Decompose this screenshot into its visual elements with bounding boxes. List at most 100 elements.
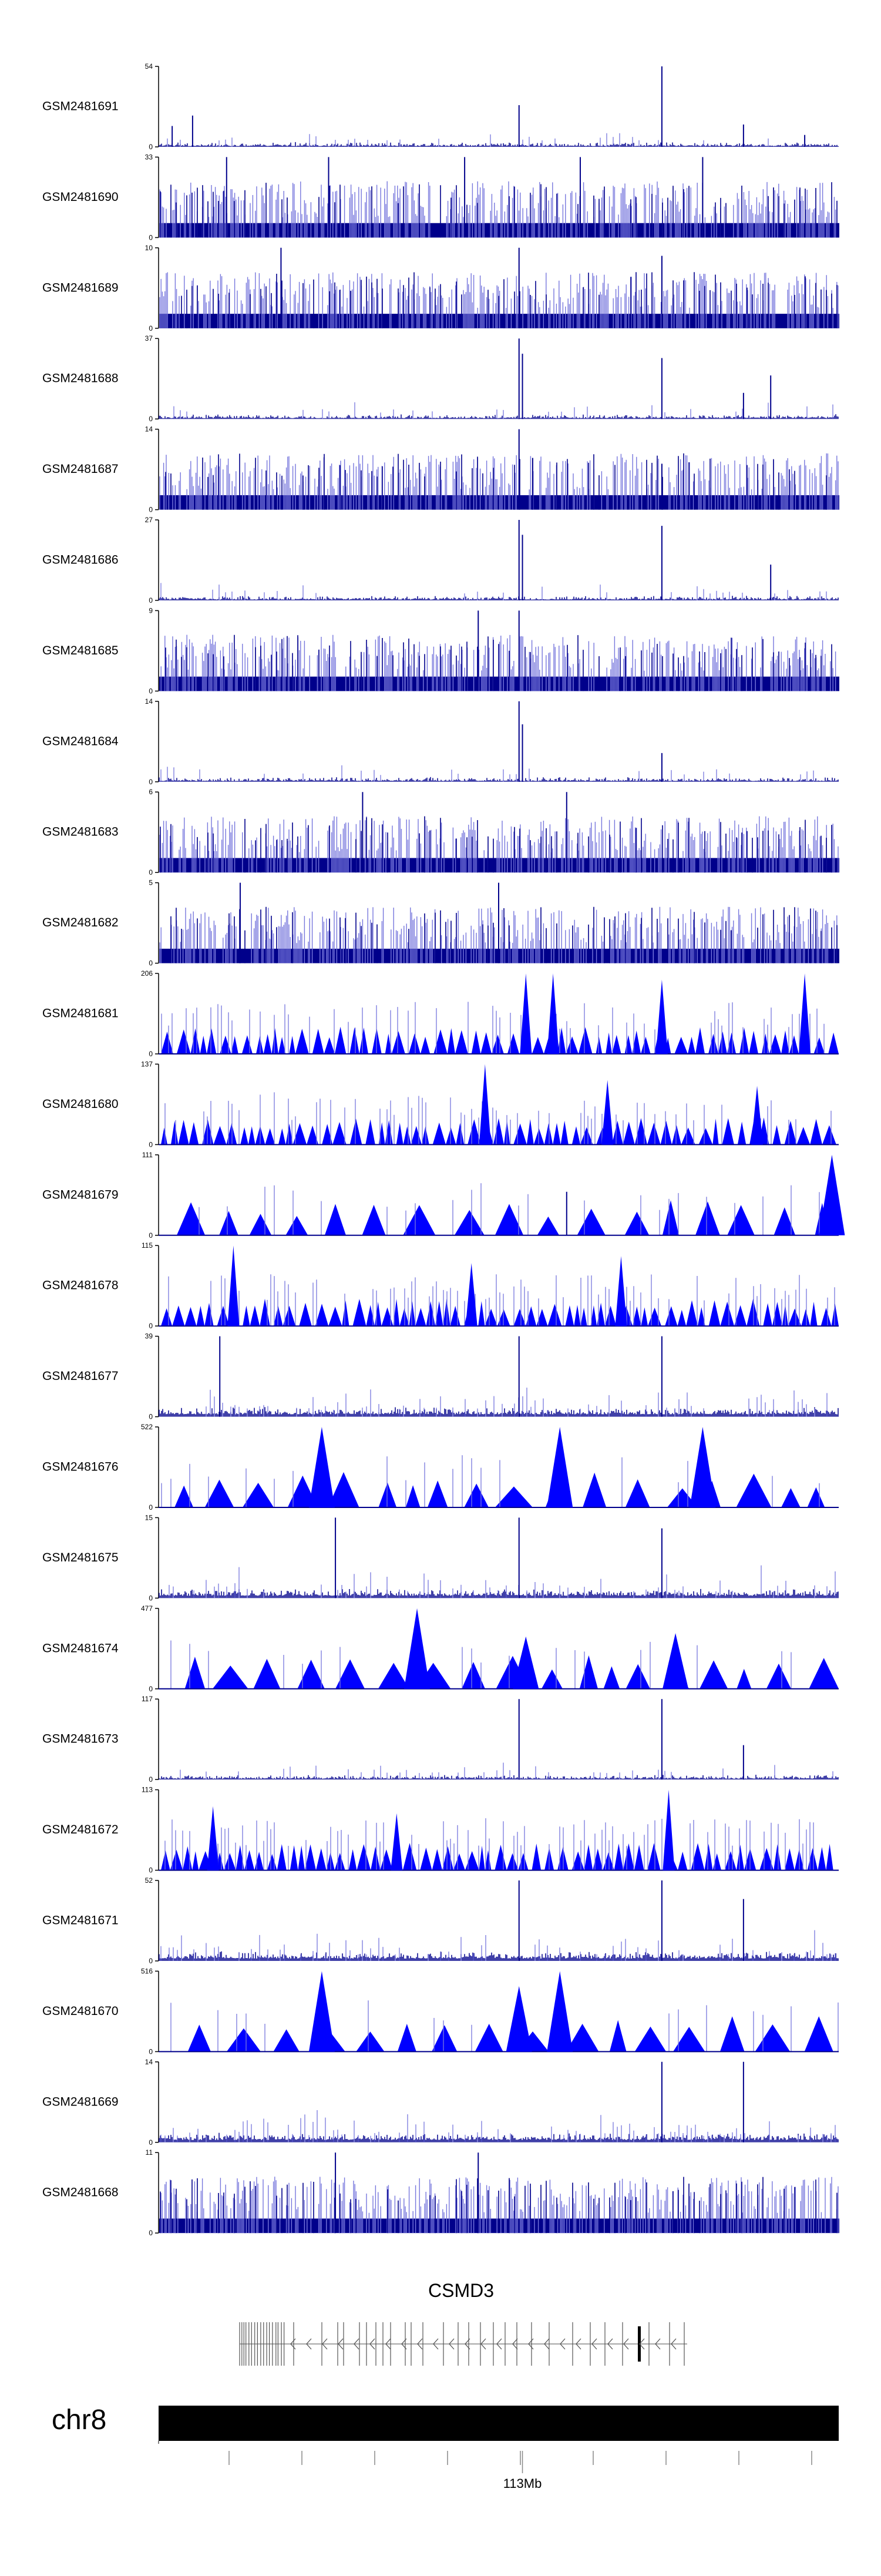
y-min-label: 0 [149,1231,153,1240]
signal-minor-peaks [180,1762,833,1780]
signal-peak [520,973,532,1054]
signal [159,1427,839,1508]
track-GSM2481691: GSM2481691 54 0 [42,62,839,151]
signal-noise [159,2132,839,2142]
y-min-label: 0 [149,1685,153,1693]
signal [159,157,839,238]
signal-bars [159,453,839,510]
track-GSM2481689: GSM2481689 10 0 [42,244,839,333]
signal-bars-dark [170,906,838,963]
track-GSM2481679: GSM2481679 111 0 [42,1151,845,1240]
y-min-label: 0 [149,324,153,333]
y-max-label: 14 [145,2058,153,2066]
signal [159,1699,839,1780]
signal-triangles [161,1026,839,1054]
signal-peak [506,1986,532,2052]
y-min-label: 0 [149,1775,153,1784]
y-max-label: 54 [145,62,153,70]
signal [159,2061,839,2142]
signal-minor-peaks [160,583,827,600]
y-min-label: 0 [149,1050,153,1058]
y-min-label: 0 [149,1322,153,1330]
y-min-label: 0 [149,1594,153,1602]
track-label: GSM2481676 [42,1460,119,1474]
y-max-label: 115 [142,1241,153,1250]
signal-noise [159,1951,839,1961]
chromosome-axis: chr8 113Mb [52,2404,839,2491]
signal-peak [513,1636,539,1689]
gene-exons [239,2322,685,2366]
signal [159,882,839,963]
track-GSM2481678: GSM2481678 115 0 [42,1241,839,1330]
y-max-label: 516 [141,1967,153,1975]
y-max-label: 14 [145,425,153,434]
track-GSM2481668: GSM2481668 11 0 [42,2148,839,2237]
track-GSM2481680: GSM2481680 137 0 [42,1060,839,1148]
signal-bars [199,1183,820,1235]
chromosome-label: chr8 [52,2404,106,2436]
signal-peak [655,979,668,1054]
signal-minor-peaks [160,1930,836,1961]
signal [159,2152,839,2234]
signal-triangles [176,1200,829,1235]
signal-peak [663,1789,675,1870]
signal-bars-dark [165,634,832,691]
signal [159,1789,839,1871]
track-label: GSM2481683 [42,825,119,839]
track-GSM2481685: GSM2481685 9 0 [42,606,839,695]
track-GSM2481681: GSM2481681 206 0 [42,969,839,1058]
signal-peak [308,1427,335,1507]
y-max-label: 14 [145,697,153,706]
signal [159,610,839,691]
track-GSM2481675: GSM2481675 15 0 [42,1513,839,1602]
signal-peak [601,1080,614,1145]
gene-strand-arrows [290,2338,677,2350]
signal-noise [159,142,839,147]
signal-triangles [161,1843,833,1870]
signal-bars-dark [160,2177,838,2234]
signal-peak [207,1806,219,1870]
signal-peak [404,1608,431,1689]
signal-peak [391,1813,403,1870]
track-GSM2481670: GSM2481670 516 0 [42,1967,839,2056]
y-max-label: 52 [145,1876,153,1885]
track-label: GSM2481678 [42,1279,119,1292]
signal-minor-peaks [167,133,769,147]
y-max-label: 11 [146,2148,153,2157]
signal [159,429,839,510]
track-GSM2481674: GSM2481674 477 0 [42,1604,839,1693]
track-GSM2481686: GSM2481686 27 0 [42,516,839,604]
track-GSM2481676: GSM2481676 522 0 [42,1423,839,1512]
track-label: GSM2481675 [42,1551,119,1564]
y-max-label: 137 [141,1060,153,1068]
track-label: GSM2481673 [42,1732,119,1746]
y-min-label: 0 [149,1503,153,1512]
track-GSM2481673: GSM2481673 117 0 [42,1695,839,1784]
track-GSM2481688: GSM2481688 37 0 [42,334,839,423]
track-GSM2481684: GSM2481684 14 0 [42,697,839,786]
signal-bars [164,1092,832,1145]
signal [159,1245,839,1327]
signal [159,701,839,782]
signal [159,1971,839,2053]
track-label: GSM2481668 [42,2186,119,2199]
signal [159,792,839,873]
track-label: GSM2481685 [42,644,119,657]
track-label: GSM2481686 [42,553,119,567]
signal-triangles [161,1117,836,1145]
track-label: GSM2481688 [42,372,119,385]
track-label: GSM2481671 [42,1914,119,1927]
gene-track: CSMD3 [239,2280,687,2366]
track-label: GSM2481689 [42,281,119,294]
y-min-label: 0 [149,596,153,604]
signal-bars [161,1002,825,1054]
y-max-label: 113 [142,1786,153,1794]
signal-noise [159,596,839,600]
y-min-label: 0 [149,143,153,151]
y-min-label: 0 [149,506,153,514]
signal [159,247,839,328]
signal [159,520,839,600]
y-min-label: 0 [149,2229,153,2237]
signal [159,1154,845,1236]
